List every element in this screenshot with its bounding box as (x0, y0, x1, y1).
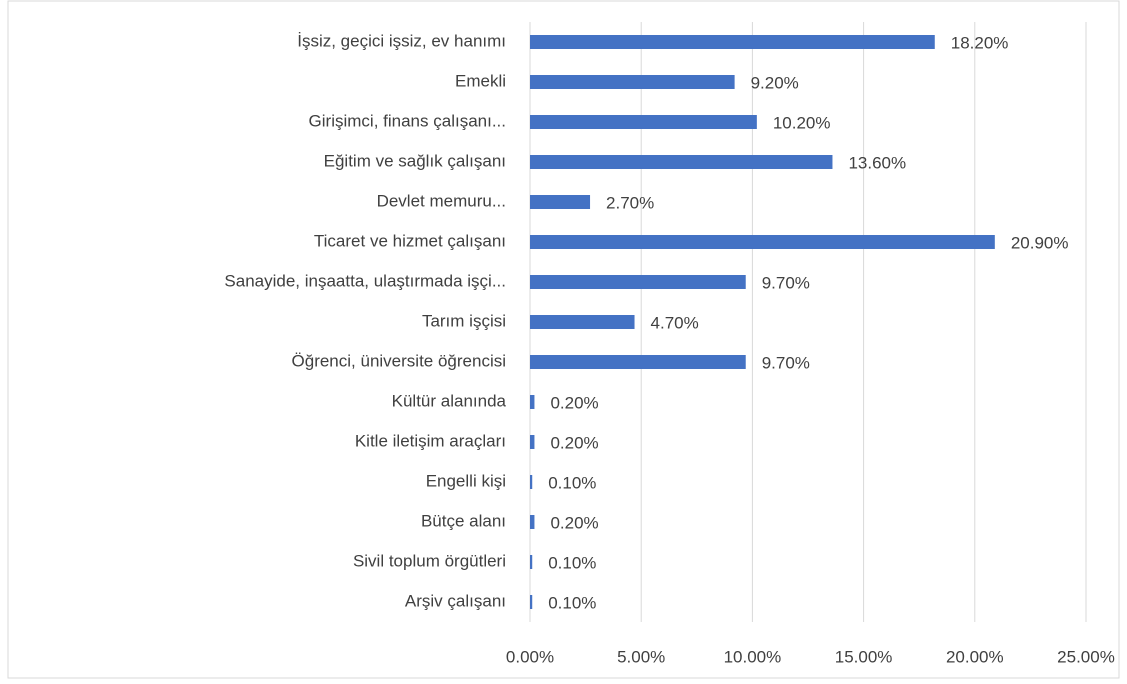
bar (530, 35, 935, 49)
bar (530, 595, 533, 609)
bar (530, 235, 995, 249)
bar (530, 395, 535, 409)
data-label: 9.20% (751, 73, 799, 92)
data-label: 18.20% (951, 33, 1009, 52)
x-tick-label: 25.00% (1057, 647, 1115, 666)
y-tick-label: İşsiz, geçici işsiz, ev hanımı (297, 31, 506, 50)
x-tick-label: 20.00% (946, 647, 1004, 666)
chart-frame (7, 0, 1120, 679)
bar (530, 355, 746, 369)
bar (530, 315, 635, 329)
bar (530, 75, 735, 89)
y-tick-label: Eğitim ve sağlık çalışanı (324, 151, 506, 170)
bar (530, 275, 746, 289)
data-label: 20.90% (1011, 233, 1069, 252)
data-label: 2.70% (606, 193, 654, 212)
y-tick-label: Tarım işçisi (422, 311, 506, 330)
y-tick-label: Sanayide, inşaatta, ulaştırmada işçi... (224, 271, 506, 290)
data-label: 9.70% (762, 273, 810, 292)
x-tick-label: 15.00% (835, 647, 893, 666)
bar (530, 475, 533, 489)
data-label: 9.70% (762, 353, 810, 372)
data-label: 0.10% (548, 473, 596, 492)
y-tick-label: Engelli kişi (426, 471, 506, 490)
y-tick-label: Girişimci, finans çalışanı... (309, 111, 506, 130)
data-label: 13.60% (848, 153, 906, 172)
data-label: 0.10% (548, 553, 596, 572)
data-label: 10.20% (773, 113, 831, 132)
data-label: 0.20% (550, 513, 598, 532)
data-label: 0.10% (548, 593, 596, 612)
bar (530, 115, 757, 129)
data-label: 0.20% (550, 433, 598, 452)
bar (530, 515, 535, 529)
bar (530, 435, 535, 449)
y-tick-label: Arşiv çalışanı (405, 591, 506, 610)
data-label: 0.20% (550, 393, 598, 412)
y-tick-label: Sivil toplum örgütleri (353, 551, 506, 570)
x-tick-label: 0.00% (506, 647, 554, 666)
bar (530, 155, 833, 169)
bar (530, 195, 591, 209)
y-tick-label: Öğrenci, üniversite öğrencisi (292, 351, 506, 370)
y-tick-label: Bütçe alanı (421, 511, 506, 530)
y-tick-label: Devlet memuru... (377, 191, 506, 210)
x-tick-label: 5.00% (617, 647, 665, 666)
data-label: 4.70% (651, 313, 699, 332)
y-tick-label: Kitle iletişim araçları (355, 431, 506, 450)
y-tick-label: Emekli (455, 71, 506, 90)
y-tick-label: Ticaret ve hizmet çalışanı (314, 231, 506, 250)
y-tick-label: Kültür alanında (392, 391, 507, 410)
x-tick-label: 10.00% (724, 647, 782, 666)
bar (530, 555, 533, 569)
